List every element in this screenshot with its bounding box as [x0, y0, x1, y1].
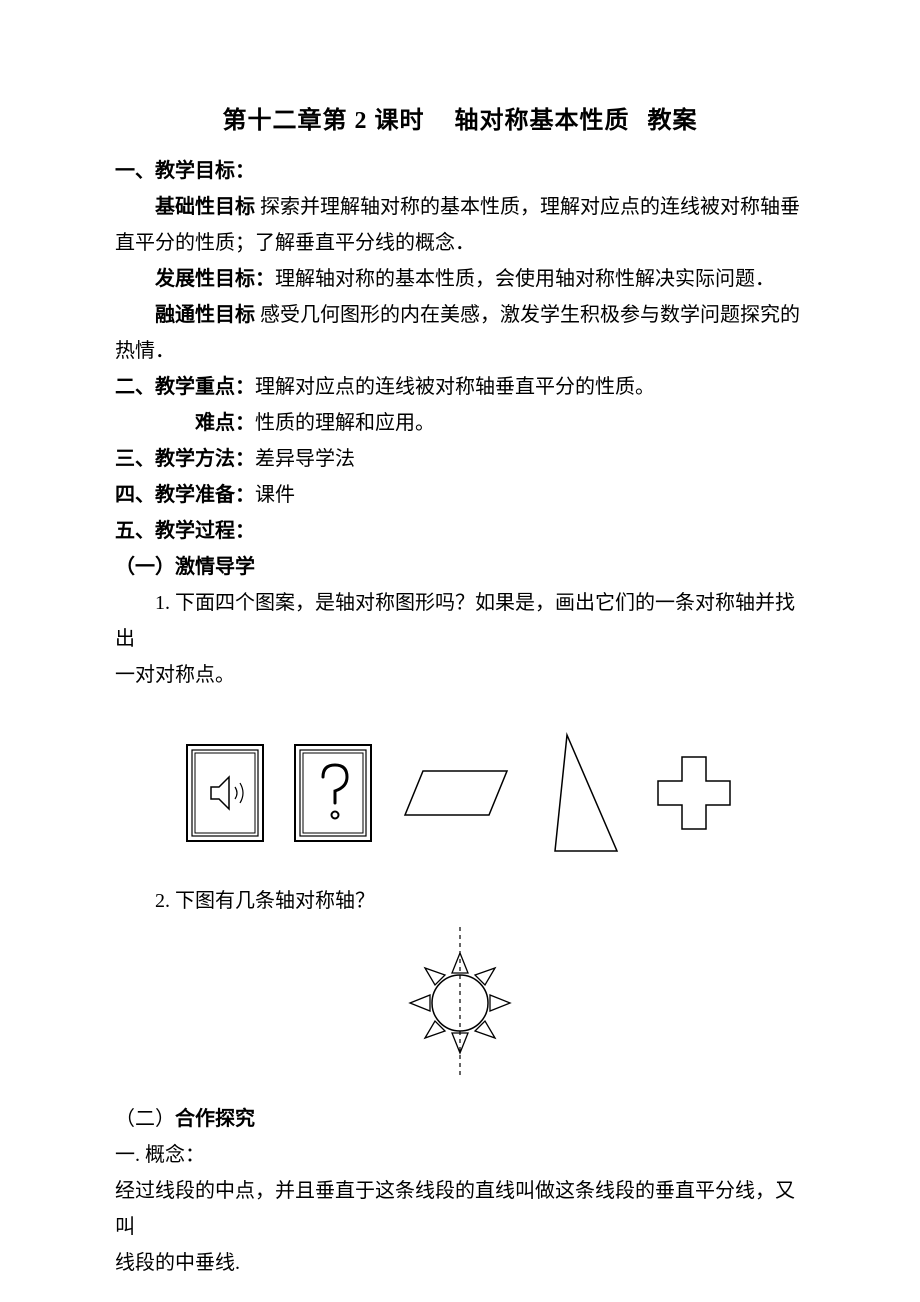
basic-label: 基础性目标	[155, 196, 255, 218]
sec3-line: 三、教学方法：差异导学法	[115, 441, 805, 477]
part2-heading-paren: （二）	[115, 1108, 175, 1130]
title-left: 第十二章第 2 课时	[223, 108, 425, 134]
title-mid: 轴对称基本性质	[455, 108, 630, 134]
part2-heading-text: 合作探究	[175, 1108, 255, 1130]
sec1-basic-line1: 基础性目标 探索并理解轴对称的基本性质，理解对应点的连线被对称轴垂	[115, 189, 805, 225]
sec5-heading: 五、教学过程：	[115, 513, 805, 549]
diff-text: 性质的理解和应用。	[255, 412, 435, 434]
sec1-integ-line2: 热情．	[115, 333, 805, 369]
part2-text1: 经过线段的中点，并且垂直于这条线段的直线叫做这条线段的垂直平分线，又叫	[115, 1173, 805, 1245]
sec1-integ-line1: 融通性目标 感受几何图形的内在美感，激发学生积极参与数学问题探究的	[115, 297, 805, 333]
title-right: 教案	[648, 108, 698, 134]
part1-heading: （一）激情导学	[115, 549, 805, 585]
page-title: 第十二章第 2 课时 轴对称基本性质教案	[115, 100, 805, 135]
q1-line2: 一对对称点。	[115, 657, 805, 693]
integ-label: 融通性目标	[155, 304, 255, 326]
sec4-text: 课件	[255, 484, 295, 506]
dev-text: 理解轴对称的基本性质，会使用轴对称性解决实际问题．	[275, 268, 775, 290]
sun-figure-wrap	[115, 923, 805, 1083]
diff-label: 难点：	[195, 412, 255, 434]
parallelogram-icon	[401, 765, 511, 821]
sec1-heading-text: 一、教学目标：	[115, 160, 255, 182]
sec4-heading: 四、教学准备：	[115, 484, 255, 506]
sun-compass-icon	[385, 923, 535, 1083]
sec2-heading: 二、教学重点：	[115, 376, 255, 398]
right-triangle-icon	[539, 731, 624, 856]
sec4-line: 四、教学准备：课件	[115, 477, 805, 513]
sec3-text: 差异导学法	[255, 448, 355, 470]
sec2-line: 二、教学重点：理解对应点的连线被对称轴垂直平分的性质。	[115, 369, 805, 405]
document-page: 第十二章第 2 课时 轴对称基本性质教案 一、教学目标： 基础性目标 探索并理解轴…	[0, 0, 920, 1302]
q2-line: 2. 下图有几条轴对称轴？	[115, 883, 805, 919]
part2-text2: 线段的中垂线.	[115, 1245, 805, 1281]
q1-line1: 1. 下面四个图案，是轴对称图形吗？如果是，画出它们的一条对称轴并找出	[115, 585, 805, 657]
dev-label: 发展性目标：	[155, 268, 275, 290]
sec3-heading: 三、教学方法：	[115, 448, 255, 470]
sec1-dev-line: 发展性目标：理解轴对称的基本性质，会使用轴对称性解决实际问题．	[115, 261, 805, 297]
sec1-heading: 一、教学目标：	[115, 153, 805, 189]
sec2-diff-line: 难点：性质的理解和应用。	[115, 405, 805, 441]
integ-text1: 感受几何图形的内在美感，激发学生积极参与数学问题探究的	[255, 304, 800, 326]
speaker-frame-icon	[185, 743, 265, 843]
part2-heading: （二）合作探究	[115, 1101, 805, 1137]
basic-text1: 探索并理解轴对称的基本性质，理解对应点的连线被对称轴垂	[255, 196, 800, 218]
part2-sub: 一. 概念：	[115, 1137, 805, 1173]
sec2-text: 理解对应点的连线被对称轴垂直平分的性质。	[255, 376, 655, 398]
figure-row	[115, 733, 805, 853]
sec1-basic-line2: 直平分的性质；了解垂直平分线的概念．	[115, 225, 805, 261]
question-frame-icon	[293, 743, 373, 843]
plus-cross-icon	[652, 751, 736, 835]
